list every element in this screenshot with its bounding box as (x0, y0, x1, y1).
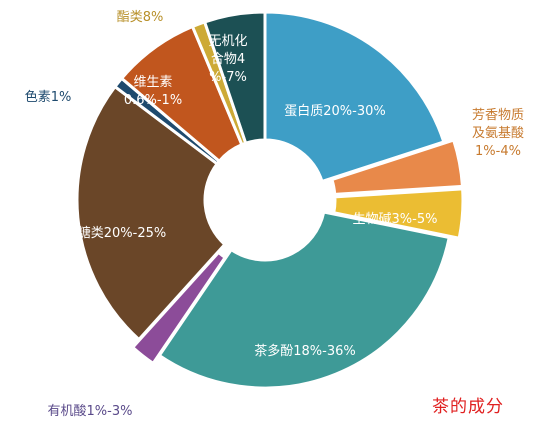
slice-label-2: 生物碱3%-5% (353, 212, 438, 227)
slice-3 (157, 210, 451, 390)
slice-label-7: 维生素 0.6%-1% (124, 75, 182, 108)
slice-label-3: 茶多酚18%-36% (254, 343, 355, 359)
slice-9 (202, 10, 267, 146)
slice-0 (263, 10, 446, 184)
slice-label-1: 芳香物质及氨基酸 1%-4% (472, 108, 524, 159)
chart-caption: 茶的成分 (432, 397, 504, 417)
slice-5 (75, 84, 227, 342)
slice-label-4: 有机酸1%-3% (48, 404, 133, 419)
slice-label-8: 酯类8% (117, 10, 164, 25)
slice-label-9: 无机化合物4 %-7% (208, 34, 247, 85)
slice-label-0: 蛋白质20%-30% (284, 103, 385, 119)
slice-1 (329, 138, 465, 196)
slice-label-6: 色素1% (25, 89, 72, 105)
slice-label-5: 糖类20%-25% (78, 225, 166, 241)
